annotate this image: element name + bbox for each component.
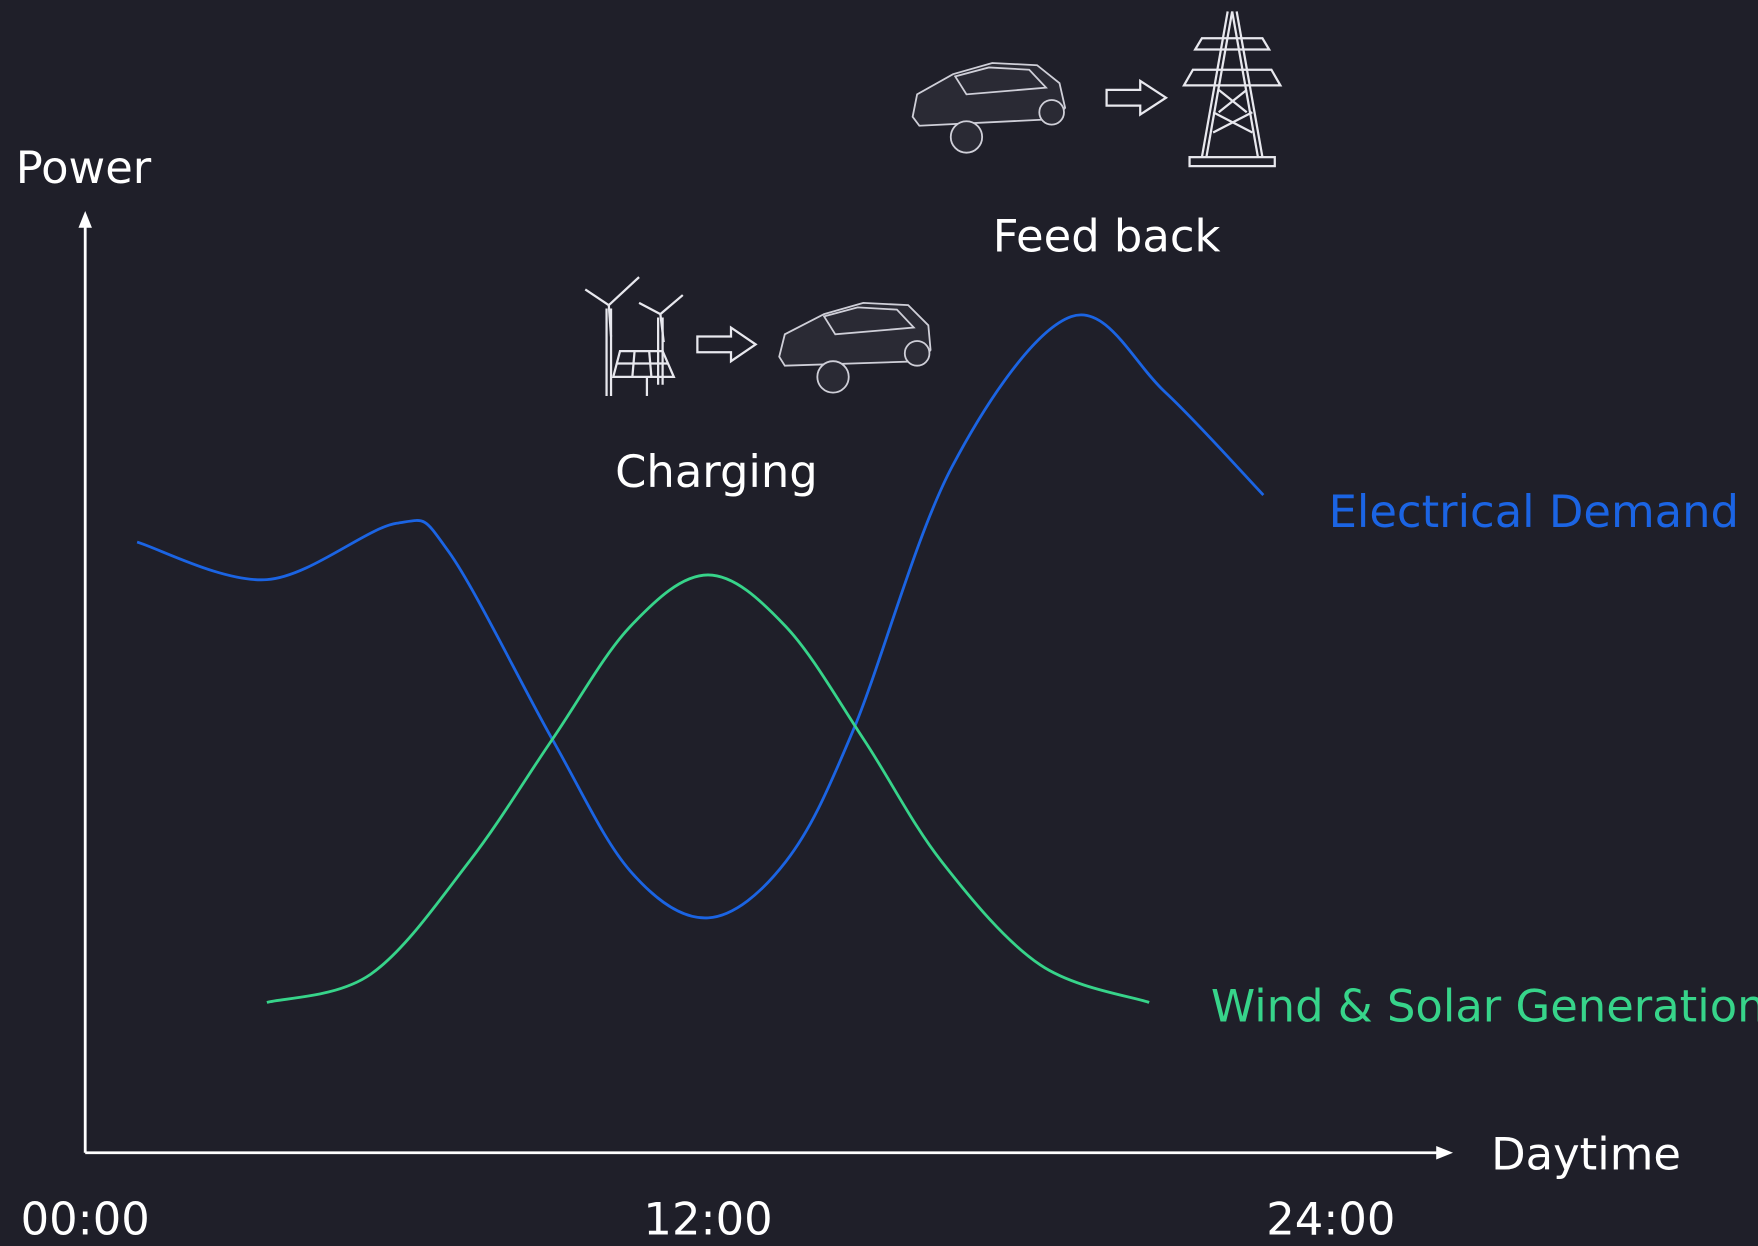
y-axis-label: Power: [16, 141, 152, 194]
series-line: [267, 575, 1149, 1002]
x-axis-label: Daytime: [1491, 1128, 1681, 1181]
wind-solar-icon: [585, 277, 683, 396]
x-tick-label: 00:00: [21, 1193, 150, 1246]
car-icon: [779, 303, 930, 393]
y-axis-arrow: [78, 211, 91, 228]
arrow-icon: [1107, 81, 1166, 115]
x-tick-label: 12:00: [643, 1193, 772, 1246]
x-tick-label: 24:00: [1266, 1193, 1395, 1246]
series-line: [137, 315, 1263, 918]
arrow-icon: [697, 328, 755, 362]
page: {"chart_data": { "type": "line", "y_labe…: [0, 0, 1758, 1246]
legend-label: Wind & Solar Generation: [1211, 980, 1758, 1033]
chart: Power Daytime Charging Feed back 00:00 12…: [0, 0, 1758, 1246]
annotation: Feed back: [993, 209, 1221, 262]
legend-label: Electrical Demand: [1329, 485, 1739, 538]
x-axis-arrow: [1436, 1146, 1453, 1159]
car-icon: [913, 63, 1065, 153]
annotation: Charging: [615, 445, 818, 498]
pylon-icon: [1184, 11, 1280, 166]
